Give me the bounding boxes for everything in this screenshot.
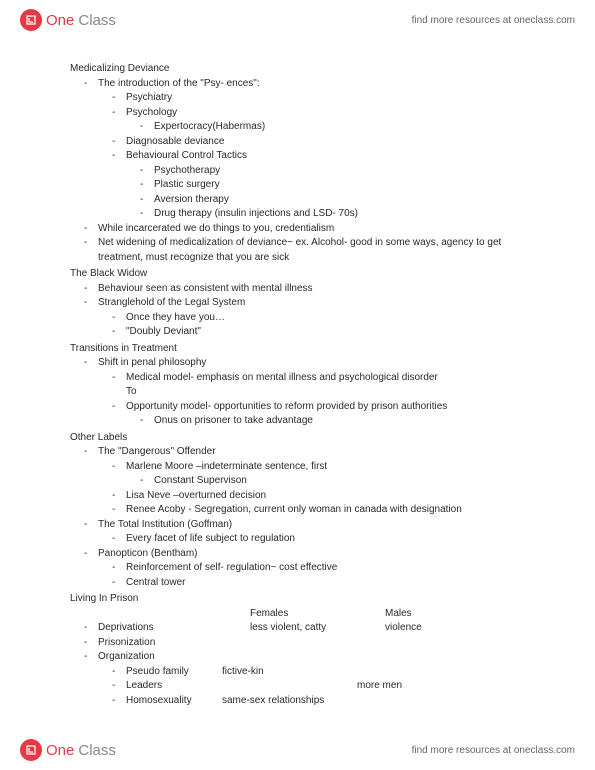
table-row: Homosexuality same-sex relationships [70, 694, 525, 709]
list-item: The introduction of the "Psy- ences": [70, 77, 525, 92]
list-item: Net widening of medicalization of devian… [70, 236, 525, 265]
section-title: Living In Prison [70, 592, 525, 607]
logo-text-one: One [46, 12, 74, 29]
logo-badge-icon [20, 9, 42, 31]
table-row: Pseudo family fictive-kin [70, 665, 525, 680]
list-item: To [70, 385, 525, 400]
list-item: Prisonization [70, 636, 525, 651]
list-item: Constant Supervison [70, 474, 525, 489]
list-item: Psychotherapy [70, 164, 525, 179]
section-title: Other Labels [70, 431, 525, 446]
list-item: Reinforcement of self- regulation~ cost … [70, 561, 525, 576]
list-item: Organization [70, 650, 525, 665]
list-item: Aversion therapy [70, 193, 525, 208]
list-item: Drug therapy (insulin injections and LSD… [70, 207, 525, 222]
list-item: Panopticon (Bentham) [70, 547, 525, 562]
logo-text-class: Class [78, 742, 116, 759]
column-header: Males [385, 607, 525, 622]
list-item: Plastic surgery [70, 178, 525, 193]
logo-badge-icon [20, 739, 42, 761]
table-cell: more men [357, 679, 525, 694]
list-item: Opportunity model- opportunities to refo… [70, 400, 525, 415]
column-header: Females [250, 607, 385, 622]
list-item: Psychology [70, 106, 525, 121]
list-item: Marlene Moore –indeterminate sentence, f… [70, 460, 525, 475]
list-item: Leaders [70, 679, 222, 694]
footer-tagline: find more resources at oneclass.com [412, 745, 575, 756]
list-item: Psychiatry [70, 91, 525, 106]
logo: OneClass [20, 739, 116, 761]
list-item: Behaviour seen as consistent with mental… [70, 282, 525, 297]
footer: OneClass find more resources at oneclass… [0, 730, 595, 770]
table-cell: violence [385, 621, 525, 636]
list-item: Stranglehold of the Legal System [70, 296, 525, 311]
table-row: Leaders more men [70, 679, 525, 694]
list-item: While incarcerated we do things to you, … [70, 222, 525, 237]
logo-text-one: One [46, 742, 74, 759]
list-item: Shift in penal philosophy [70, 356, 525, 371]
list-item: Pseudo family [70, 665, 222, 680]
logo-text-class: Class [78, 12, 116, 29]
list-item: Central tower [70, 576, 525, 591]
list-item: Renee Acoby - Segregation, current only … [70, 503, 525, 518]
list-item: Expertocracy(Habermas) [70, 120, 525, 135]
list-item: Every facet of life subject to regulatio… [70, 532, 525, 547]
list-item: The Total Institution (Goffman) [70, 518, 525, 533]
table-cell: less violent, catty [250, 621, 385, 636]
list-item: Medical model- emphasis on mental illnes… [70, 371, 525, 386]
list-item: Lisa Neve –overturned decision [70, 489, 525, 504]
document-body: Medicalizing Deviance The introduction o… [0, 40, 595, 748]
header: OneClass find more resources at oneclass… [0, 0, 595, 40]
list-item: Onus on prisoner to take advantage [70, 414, 525, 429]
list-item: Homosexuality [70, 694, 222, 709]
header-tagline: find more resources at oneclass.com [412, 15, 575, 26]
list-item: Once they have you… [70, 311, 525, 326]
table-cell: fictive-kin [222, 665, 357, 680]
section-title: Medicalizing Deviance [70, 62, 525, 77]
list-item: Diagnosable deviance [70, 135, 525, 150]
table-row: Females Males [70, 607, 525, 622]
section-title: Transitions in Treatment [70, 342, 525, 357]
list-item: "Doubly Deviant" [70, 325, 525, 340]
list-item: The "Dangerous" Offender [70, 445, 525, 460]
table-cell: same-sex relationships [222, 694, 357, 709]
table-row: Deprivations less violent, catty violenc… [70, 621, 525, 636]
list-item: Behavioural Control Tactics [70, 149, 525, 164]
section-title: The Black Widow [70, 267, 525, 282]
list-item: Deprivations [70, 621, 250, 636]
logo: OneClass [20, 9, 116, 31]
